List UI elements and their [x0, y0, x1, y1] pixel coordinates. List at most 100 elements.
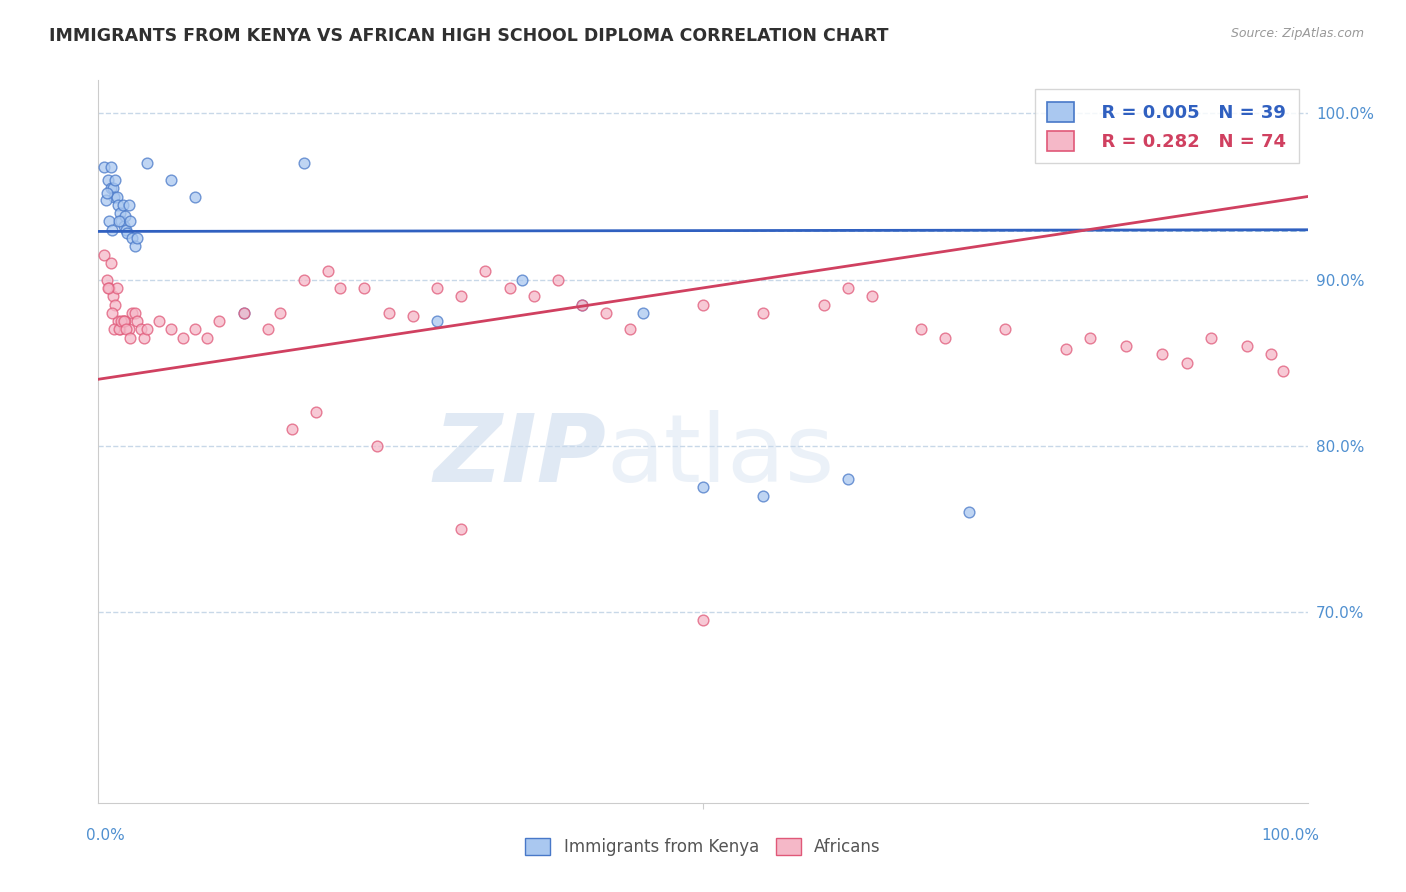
Point — [1152, 347, 1174, 361]
Point — [110, 314, 132, 328]
Point — [232, 306, 254, 320]
Point — [148, 314, 170, 328]
Point — [292, 156, 315, 170]
Text: IMMIGRANTS FROM KENYA VS AFRICAN HIGH SCHOOL DIPLOMA CORRELATION CHART: IMMIGRANTS FROM KENYA VS AFRICAN HIGH SC… — [49, 27, 889, 45]
Point — [426, 314, 449, 328]
Point — [269, 306, 291, 320]
Point — [129, 322, 152, 336]
Point — [377, 306, 399, 320]
Point — [619, 322, 641, 336]
Point — [353, 281, 375, 295]
Point — [112, 219, 135, 234]
Point — [994, 322, 1017, 336]
Point — [124, 306, 146, 320]
Point — [172, 331, 194, 345]
Point — [184, 322, 207, 336]
Point — [316, 264, 339, 278]
Point — [100, 223, 122, 237]
Point — [837, 281, 859, 295]
Point — [100, 181, 122, 195]
Point — [450, 289, 472, 303]
Point — [127, 314, 149, 328]
Point — [860, 289, 883, 303]
Point — [100, 306, 122, 320]
Point — [523, 289, 546, 303]
Point — [195, 331, 218, 345]
Point — [100, 256, 122, 270]
Point — [134, 331, 156, 345]
Point — [1199, 331, 1222, 345]
Point — [402, 309, 425, 323]
Point — [111, 314, 134, 328]
Point — [114, 210, 136, 224]
Point — [1078, 331, 1101, 345]
Point — [510, 272, 533, 286]
Point — [752, 489, 775, 503]
Point — [101, 181, 124, 195]
Point — [98, 214, 121, 228]
Point — [692, 480, 714, 494]
Point — [103, 322, 125, 336]
Text: 100.0%: 100.0% — [1261, 828, 1320, 843]
Point — [547, 272, 569, 286]
Point — [498, 281, 520, 295]
Point — [208, 314, 231, 328]
Point — [595, 306, 617, 320]
Text: 0.0%: 0.0% — [86, 828, 125, 843]
Text: Source: ZipAtlas.com: Source: ZipAtlas.com — [1230, 27, 1364, 40]
Point — [108, 322, 131, 336]
Point — [752, 306, 775, 320]
Point — [118, 331, 141, 345]
Point — [118, 214, 141, 228]
Point — [292, 272, 315, 286]
Point — [305, 405, 328, 419]
Point — [107, 314, 129, 328]
Point — [232, 306, 254, 320]
Point — [1236, 339, 1258, 353]
Point — [571, 297, 593, 311]
Point — [1175, 356, 1198, 370]
Point — [1272, 364, 1295, 378]
Point — [957, 505, 980, 519]
Point — [96, 272, 118, 286]
Point — [910, 322, 932, 336]
Point — [103, 189, 125, 203]
Point — [135, 156, 157, 170]
Point — [127, 231, 149, 245]
Point — [101, 289, 124, 303]
Point — [111, 198, 134, 212]
Point — [100, 160, 122, 174]
Point — [114, 314, 136, 328]
Point — [117, 226, 139, 240]
Point — [108, 322, 131, 336]
Point — [184, 189, 207, 203]
Point — [426, 281, 449, 295]
Point — [115, 223, 138, 237]
Point — [837, 472, 859, 486]
Point — [160, 322, 183, 336]
Text: atlas: atlas — [606, 410, 835, 502]
Point — [97, 281, 120, 295]
Point — [124, 239, 146, 253]
Point — [96, 186, 118, 201]
Point — [1115, 339, 1137, 353]
Point — [692, 297, 714, 311]
Point — [112, 314, 135, 328]
Point — [98, 281, 121, 295]
Point — [256, 322, 278, 336]
Point — [110, 214, 132, 228]
Point — [118, 198, 141, 212]
Text: ZIP: ZIP — [433, 410, 606, 502]
Point — [329, 281, 352, 295]
Point — [105, 189, 128, 203]
Point — [692, 613, 714, 627]
Point — [115, 322, 138, 336]
Point — [105, 281, 128, 295]
Point — [813, 297, 835, 311]
Point — [571, 297, 593, 311]
Point — [1260, 347, 1282, 361]
Point — [934, 331, 956, 345]
Point — [450, 522, 472, 536]
Point — [93, 160, 115, 174]
Point — [281, 422, 304, 436]
